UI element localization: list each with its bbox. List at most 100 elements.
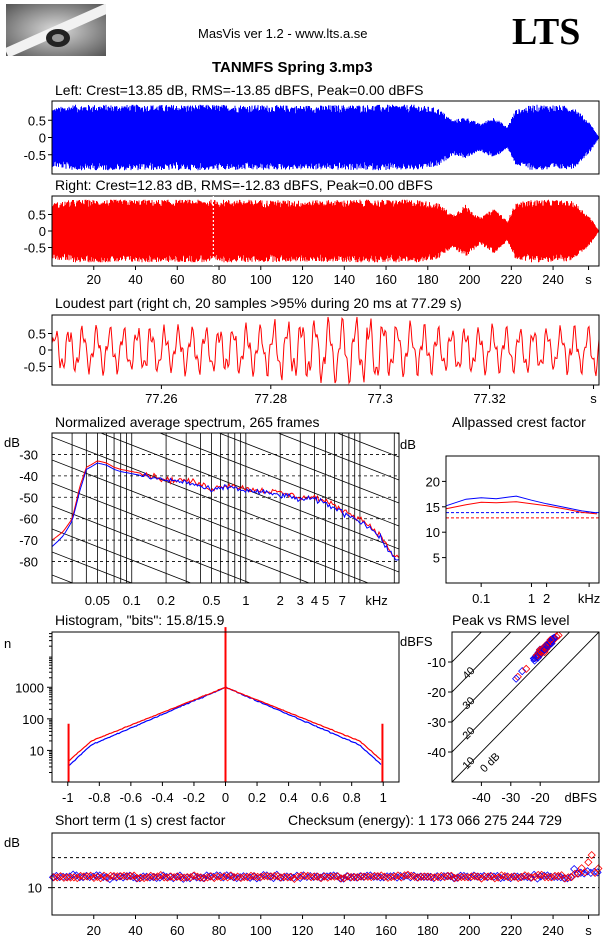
shortterm-point (437, 871, 446, 881)
spectrum-xtick-label: 3 (297, 593, 304, 608)
peakrms-point (530, 656, 539, 665)
shortterm-point (243, 873, 252, 882)
shortterm-point (153, 872, 162, 881)
shortterm-point (53, 873, 62, 882)
shortterm-point (543, 871, 552, 880)
shortterm-point (233, 872, 242, 881)
peakrms-ytick-label: -30 (427, 715, 446, 730)
spectrum-xtick-label: 0.2 (157, 593, 175, 608)
shortterm-point (433, 872, 443, 882)
spectrum-diagonal (99, 433, 399, 550)
spectrum-diagonal (52, 459, 370, 583)
right-channel-ytick-label: -0.5 (24, 241, 46, 256)
spectrum-frame (51, 432, 400, 584)
spectrum-xtick-label: 1 (242, 593, 249, 608)
shortterm-point (393, 871, 403, 880)
histogram-xtick-label: 0.4 (280, 790, 298, 805)
shortterm-point (216, 873, 226, 882)
logo-image (4, 0, 117, 58)
peakrms-point (512, 674, 521, 683)
right-channel-xtick-label: 100 (250, 272, 272, 287)
spectrum-ytick-label: -40 (19, 469, 38, 484)
histogram-ylabel: n (4, 636, 11, 651)
peakrms-xtick-label: -30 (501, 790, 520, 805)
shortterm-point (447, 871, 456, 880)
shortterm-point (313, 872, 322, 881)
right-channel-ytick-label: 0.5 (28, 208, 46, 223)
shortterm-point (196, 873, 205, 882)
shortterm-point (190, 871, 199, 880)
peakrms-ytick-label: -40 (427, 745, 446, 760)
spectrum-series-right (52, 460, 399, 558)
left-channel-ytick-label: -0.5 (24, 148, 46, 163)
right-channel-waveform (51, 199, 599, 263)
shortterm-point (514, 873, 523, 883)
allpassed-xtick-label: 0.1 (472, 591, 490, 606)
loudest-part-line (51, 316, 600, 385)
right-channel-xtick-label: 40 (128, 272, 142, 287)
peakrms-point (529, 654, 538, 663)
histogram-ytick-label: 100 (22, 712, 44, 727)
spectrum-xtick-label: 0.05 (85, 593, 110, 608)
shortterm-point (554, 871, 563, 881)
shortterm-point (220, 872, 229, 881)
shortterm-point (317, 873, 326, 883)
shortterm-point (487, 872, 496, 881)
peakrms-diag-label: 10 (460, 755, 477, 772)
histogram-xtick-label: 0.8 (343, 790, 361, 805)
peakrms-point (546, 635, 555, 644)
loudest-part-xtick-label: 77.28 (255, 391, 288, 406)
histogram-xtick-label: -0.4 (151, 790, 173, 805)
allpassed-xtick-label: 1 (528, 591, 535, 606)
shortterm-point (293, 872, 302, 881)
spectrum-diagonal (52, 482, 311, 583)
left-channel-waveform (51, 104, 599, 171)
shortterm-point (206, 872, 215, 881)
shortterm-point (143, 873, 152, 882)
shortterm-point (73, 873, 82, 883)
left-channel-ytick-label: 0 (39, 131, 46, 146)
shortterm-point (403, 870, 413, 879)
peakrms-point (540, 645, 549, 654)
histogram-xtick-label: 0 (222, 790, 229, 805)
shortterm-point (510, 872, 519, 881)
shortterm-point (580, 868, 590, 877)
shortterm-point (367, 872, 376, 882)
spectrum-diagonals (52, 433, 399, 583)
shortterm-xtick-label: 240 (542, 923, 564, 938)
shortterm-xtick-label: 180 (417, 923, 439, 938)
loudest-part-ytick-label: 0.5 (28, 327, 46, 342)
spectrum-ytick-label: -50 (19, 490, 38, 505)
shortterm-point (584, 858, 593, 867)
shortterm-point (359, 872, 368, 881)
brand-logo-text: LTS (512, 11, 581, 53)
shortterm-point (323, 873, 332, 882)
left-channel-ytick-label: 0.5 (28, 113, 46, 128)
right-channel-xtick-label: 60 (170, 272, 184, 287)
right-channel-xtick-label: 120 (292, 272, 314, 287)
shortterm-point (383, 873, 393, 882)
spectrum-xtick-label: 0.5 (202, 593, 220, 608)
right-channel-xtick-label: 160 (375, 272, 397, 287)
shortterm-point (186, 873, 195, 882)
shortterm-point (286, 872, 295, 882)
shortterm-point (290, 874, 299, 883)
shortterm-point (86, 871, 95, 880)
histogram-xtick-label: -0.6 (120, 790, 142, 805)
shortterm-xtick-label: 220 (500, 923, 522, 938)
spectrum-diagonal (336, 433, 399, 458)
spectrum-ytick-label: -80 (19, 555, 38, 570)
spectrum-ylabel: dB (4, 435, 20, 450)
allpassed-series-left (445, 495, 597, 514)
peakrms-point (518, 667, 527, 676)
peak-rms-title: Peak vs RMS level (452, 612, 570, 628)
shortterm-point (586, 868, 595, 877)
shortterm-point (560, 874, 570, 883)
histogram-xtick-label: 0.6 (311, 790, 329, 805)
spectrum-diagonal (52, 436, 399, 573)
shortterm-point (520, 871, 529, 880)
right-channel-title: Right: Crest=12.83 dB, RMS=-12.83 dBFS, … (55, 177, 433, 193)
peakrms-xtick-label: -40 (472, 790, 491, 805)
spectrum-xtick-label: 0.1 (123, 593, 141, 608)
peakrms-diag-label: 20 (460, 725, 477, 742)
